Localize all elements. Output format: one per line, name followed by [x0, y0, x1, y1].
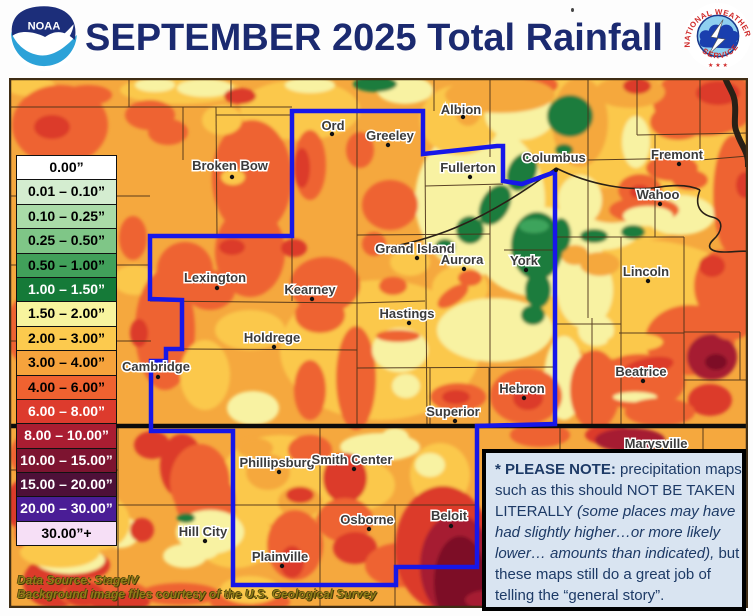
svg-text:Lincoln: Lincoln — [623, 264, 669, 279]
svg-text:Osborne: Osborne — [340, 512, 393, 527]
svg-text:York: York — [510, 253, 539, 268]
svg-text:Lexington: Lexington — [184, 270, 246, 285]
svg-text:Grand Island: Grand Island — [375, 241, 455, 256]
svg-text:Beatrice: Beatrice — [615, 364, 666, 379]
svg-text:Marysville: Marysville — [625, 436, 688, 451]
svg-text:Hebron: Hebron — [499, 381, 545, 396]
svg-text:Albion: Albion — [441, 102, 481, 117]
svg-text:★ ★ ★: ★ ★ ★ — [708, 62, 728, 69]
svg-text:Columbus: Columbus — [522, 150, 586, 165]
svg-text:NOAA: NOAA — [28, 21, 61, 33]
svg-text:Greeley: Greeley — [366, 128, 414, 143]
svg-text:Plainville: Plainville — [252, 549, 308, 564]
svg-text:Superior: Superior — [426, 404, 479, 419]
svg-text:Fremont: Fremont — [651, 147, 704, 162]
svg-text:Broken Bow: Broken Bow — [192, 158, 269, 173]
svg-text:Fullerton: Fullerton — [440, 160, 496, 175]
svg-text:Hill City: Hill City — [179, 524, 228, 539]
svg-text:Cambridge: Cambridge — [122, 359, 190, 374]
svg-text:Hastings: Hastings — [380, 306, 435, 321]
svg-text:Beloit: Beloit — [431, 508, 468, 523]
svg-text:Phillipsburg: Phillipsburg — [239, 455, 314, 470]
svg-text:Wahoo: Wahoo — [637, 187, 680, 202]
svg-text:Smith Center: Smith Center — [312, 452, 393, 467]
svg-text:Kearney: Kearney — [284, 282, 336, 297]
svg-text:Holdrege: Holdrege — [244, 330, 300, 345]
svg-text:Aurora: Aurora — [441, 252, 484, 267]
svg-text:Ord: Ord — [321, 118, 344, 133]
